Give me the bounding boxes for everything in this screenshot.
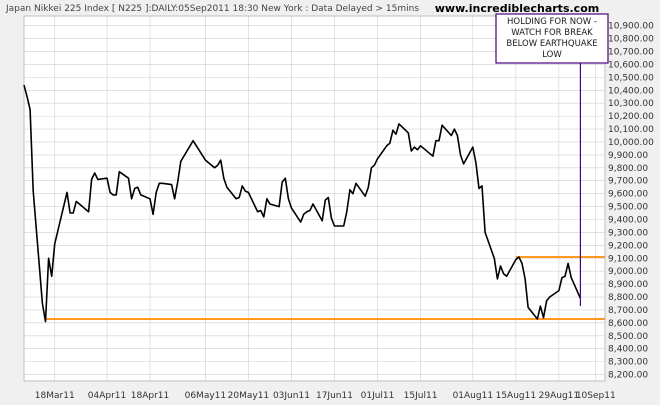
y-tick-label: 8,800.00 (608, 293, 648, 303)
gridlines (24, 16, 605, 381)
y-tick-label: 8,700.00 (608, 306, 648, 316)
x-tick-label: 01Jul11 (361, 391, 395, 401)
annotation-line: LOW (542, 50, 562, 60)
y-tick-label: 10,500.00 (608, 73, 654, 83)
y-tick-label: 10,800.00 (608, 35, 654, 45)
y-tick-label: 10,700.00 (608, 48, 654, 58)
y-tick-label: 10,900.00 (608, 22, 654, 32)
x-tick-label: 15Jul11 (404, 391, 438, 401)
y-tick-label: 9,400.00 (608, 215, 648, 225)
site-watermark: www.incrediblecharts.com (435, 2, 599, 15)
y-tick-label: 8,200.00 (608, 371, 648, 381)
y-tick-label: 8,500.00 (608, 332, 648, 342)
annotation-box (495, 13, 609, 64)
annotation-line: WATCH FOR BREAK (511, 28, 593, 38)
y-tick-label: 8,900.00 (608, 280, 648, 290)
x-tick-label: 03Jun11 (273, 391, 310, 401)
y-tick-label: 10,400.00 (608, 86, 654, 96)
annotation-line: BELOW EARTHQUAKE (506, 39, 597, 49)
y-tick-label: 10,300.00 (608, 99, 654, 109)
x-tick-label: 10Sep11 (576, 391, 616, 401)
x-axis-tick-labels: 18Mar11 04Apr11 18Apr11 06May11 20May11 03Jun… (35, 391, 616, 401)
y-tick-label: 9,100.00 (608, 254, 648, 264)
y-tick-label: 8,300.00 (608, 358, 648, 368)
y-tick-label: 9,700.00 (608, 177, 648, 187)
x-tick-label: 06May11 (185, 391, 227, 401)
price-series-line (23, 84, 582, 323)
support-resistance-lines (45, 256, 605, 320)
y-tick-label: 9,600.00 (608, 190, 648, 200)
y-tick-label: 9,900.00 (608, 151, 648, 161)
chart-header-text: Japan Nikkei 225 Index [ N225 ]:DAILY:05… (5, 4, 419, 14)
y-tick-label: 9,300.00 (608, 228, 648, 238)
y-tick-label: 10,000.00 (608, 138, 654, 148)
x-tick-label: 18Mar11 (35, 391, 75, 401)
y-axis-tick-labels: 8,200.00 8,300.00 8,400.00 8,500.00 8,600.00… (608, 22, 654, 381)
y-tick-label: 10,200.00 (608, 112, 654, 122)
y-tick-label: 10,100.00 (608, 125, 654, 135)
y-tick-label: 9,000.00 (608, 267, 648, 277)
y-tick-label: 8,600.00 (608, 319, 648, 329)
x-tick-label: 15Aug11 (496, 391, 536, 401)
y-tick-label: 9,500.00 (608, 203, 648, 213)
y-tick-label: 8,400.00 (608, 345, 648, 355)
y-tick-label: 9,200.00 (608, 241, 648, 251)
x-tick-label: 18Apr11 (131, 391, 169, 401)
plot-area (23, 15, 606, 382)
x-tick-label: 20May11 (228, 391, 270, 401)
y-tick-label: 10,600.00 (608, 60, 654, 70)
x-tick-label: 29Aug11 (539, 391, 579, 401)
x-tick-label: 04Apr11 (88, 391, 126, 401)
y-tick-label: 9,800.00 (608, 164, 648, 174)
x-tick-label: 01Aug11 (453, 391, 493, 401)
x-tick-label: 17Jun11 (316, 391, 353, 401)
annotation-line: HOLDING FOR NOW - (507, 17, 597, 27)
